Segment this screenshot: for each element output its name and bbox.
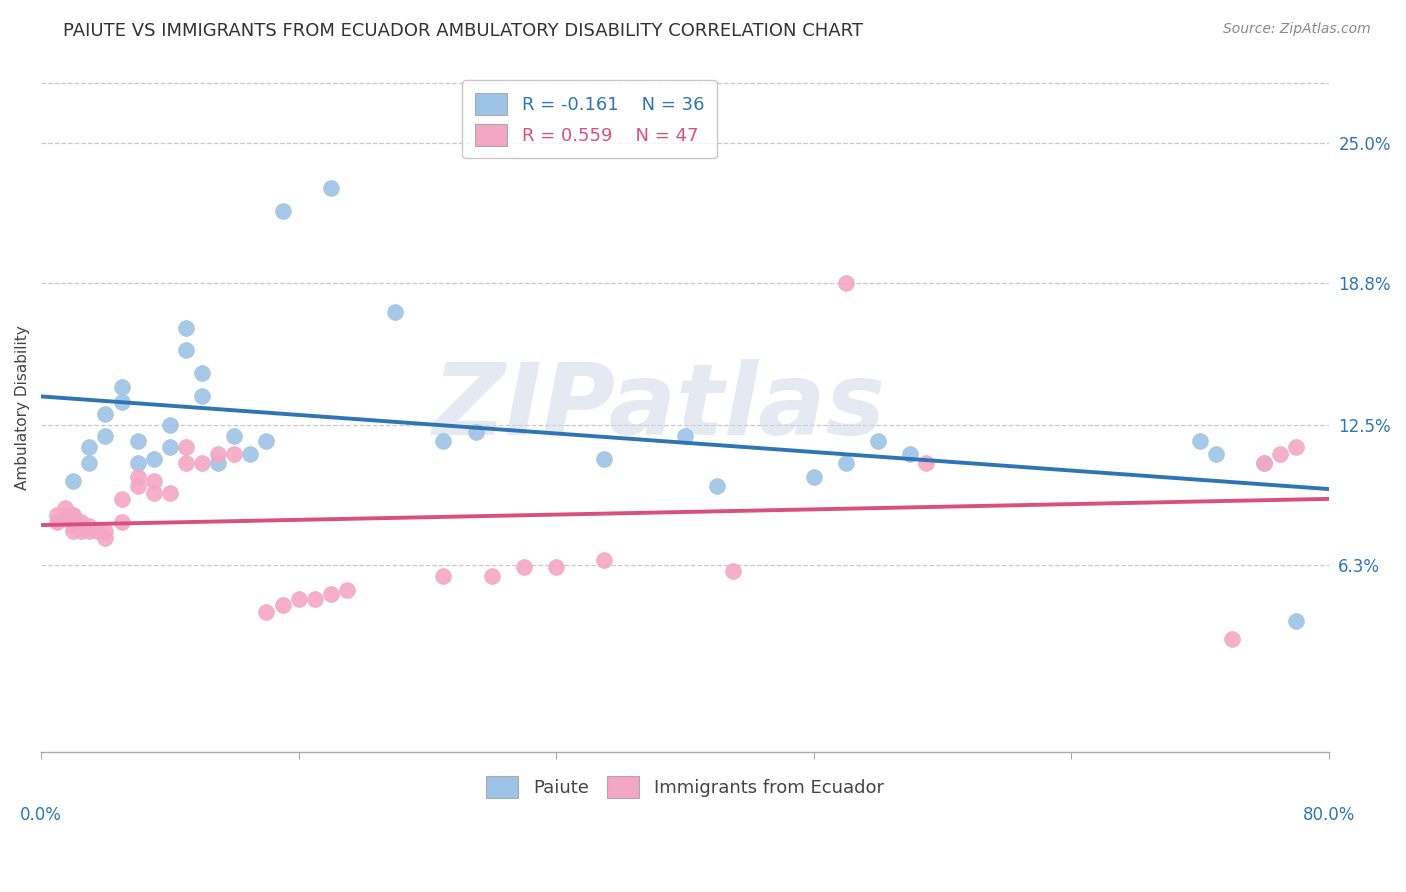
Point xyxy=(94,531,117,545)
Point xyxy=(62,475,84,489)
Point xyxy=(110,395,132,409)
Point xyxy=(271,599,294,613)
Point xyxy=(94,429,117,443)
Point xyxy=(254,605,277,619)
Point xyxy=(62,508,84,522)
Point xyxy=(142,451,165,466)
Point xyxy=(142,475,165,489)
Point xyxy=(70,519,93,533)
Point xyxy=(127,470,149,484)
Point xyxy=(110,515,132,529)
Point xyxy=(254,434,277,448)
Point xyxy=(1285,441,1308,455)
Point xyxy=(432,434,454,448)
Point xyxy=(464,425,486,439)
Point xyxy=(546,560,568,574)
Point xyxy=(110,492,132,507)
Point xyxy=(706,479,728,493)
Point xyxy=(70,524,93,538)
Point xyxy=(319,181,342,195)
Point xyxy=(207,447,229,461)
Point xyxy=(336,582,359,597)
Point xyxy=(319,587,342,601)
Y-axis label: Ambulatory Disability: Ambulatory Disability xyxy=(15,326,30,491)
Point xyxy=(898,447,921,461)
Point xyxy=(593,451,616,466)
Text: ZIPatlas: ZIPatlas xyxy=(433,359,886,457)
Point xyxy=(79,456,101,470)
Point xyxy=(79,441,101,455)
Point xyxy=(46,508,69,522)
Point xyxy=(62,515,84,529)
Point xyxy=(915,456,938,470)
Point xyxy=(191,366,214,380)
Point xyxy=(53,508,76,522)
Point xyxy=(835,456,858,470)
Point xyxy=(513,560,536,574)
Point xyxy=(62,524,84,538)
Point xyxy=(159,417,181,432)
Point xyxy=(481,569,503,583)
Point xyxy=(866,434,889,448)
Point xyxy=(593,553,616,567)
Point xyxy=(803,470,825,484)
Point xyxy=(1188,434,1211,448)
Point xyxy=(62,519,84,533)
Legend: Paiute, Immigrants from Ecuador: Paiute, Immigrants from Ecuador xyxy=(479,768,891,805)
Point xyxy=(127,456,149,470)
Point xyxy=(1205,447,1227,461)
Point xyxy=(142,485,165,500)
Text: 0.0%: 0.0% xyxy=(20,805,62,823)
Text: PAIUTE VS IMMIGRANTS FROM ECUADOR AMBULATORY DISABILITY CORRELATION CHART: PAIUTE VS IMMIGRANTS FROM ECUADOR AMBULA… xyxy=(63,22,863,40)
Point xyxy=(79,519,101,533)
Point xyxy=(127,434,149,448)
Text: 80.0%: 80.0% xyxy=(1302,805,1355,823)
Point xyxy=(159,485,181,500)
Point xyxy=(271,203,294,218)
Text: Source: ZipAtlas.com: Source: ZipAtlas.com xyxy=(1223,22,1371,37)
Point xyxy=(224,447,246,461)
Point xyxy=(1253,456,1275,470)
Point xyxy=(70,515,93,529)
Point xyxy=(174,456,197,470)
Point xyxy=(432,569,454,583)
Point xyxy=(1270,447,1292,461)
Point xyxy=(174,321,197,335)
Point xyxy=(191,388,214,402)
Point xyxy=(304,591,326,606)
Point xyxy=(239,447,262,461)
Point xyxy=(110,379,132,393)
Point xyxy=(53,501,76,516)
Point xyxy=(835,276,858,290)
Point xyxy=(94,407,117,421)
Point xyxy=(79,524,101,538)
Point xyxy=(174,441,197,455)
Point xyxy=(191,456,214,470)
Point xyxy=(721,565,744,579)
Point xyxy=(224,429,246,443)
Point xyxy=(86,524,108,538)
Point xyxy=(1253,456,1275,470)
Point xyxy=(207,456,229,470)
Point xyxy=(127,479,149,493)
Point xyxy=(174,343,197,358)
Point xyxy=(62,508,84,522)
Point xyxy=(94,524,117,538)
Point xyxy=(673,429,696,443)
Point xyxy=(384,305,406,319)
Point xyxy=(1285,614,1308,628)
Point xyxy=(1220,632,1243,647)
Point xyxy=(287,591,309,606)
Point xyxy=(46,515,69,529)
Point xyxy=(159,441,181,455)
